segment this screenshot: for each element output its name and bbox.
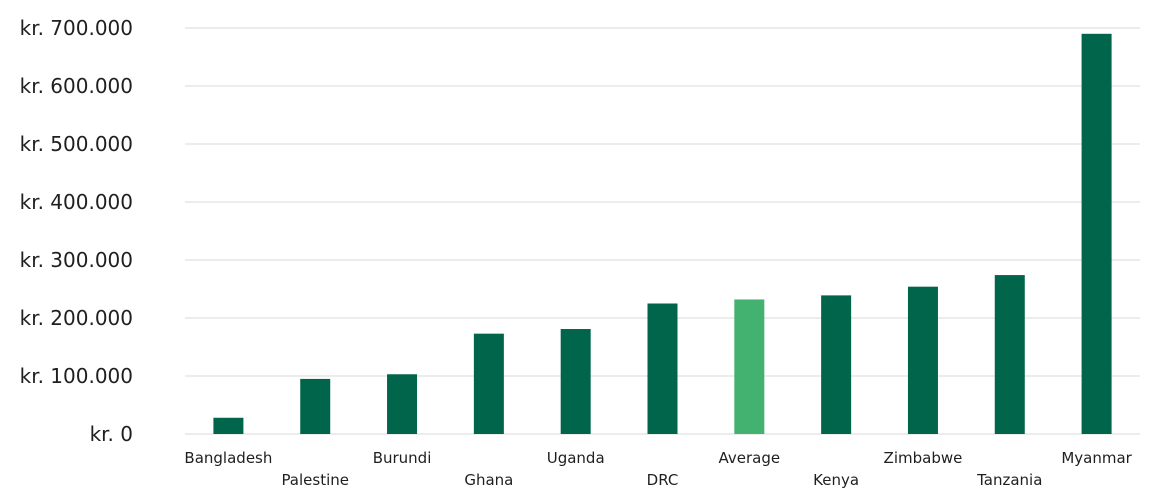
x-tick-label: Tanzania [976,471,1042,489]
bar-zimbabwe [907,286,938,434]
x-tick-label: Average [719,449,781,467]
x-tick-label: Kenya [813,471,859,489]
bar-palestine [300,378,331,434]
y-tick-label: kr. 200.000 [20,306,133,330]
y-tick-label: kr. 400.000 [20,190,133,214]
x-tick-label: Bangladesh [184,449,272,467]
x-tick-label: DRC [647,471,679,489]
y-tick-label: kr. 700.000 [20,16,133,40]
y-tick-label: kr. 300.000 [20,248,133,272]
bar-average [734,299,765,434]
bar-myanmar [1081,33,1112,435]
x-axis: Bangladesh Palestine Burundi Ghana Uganda DRC… [184,449,1132,489]
x-tick-label: Uganda [547,449,605,467]
x-tick-label: Burundi [373,449,432,467]
x-tick-label: Palestine [281,471,349,489]
y-tick-label: kr. 600.000 [20,74,133,98]
x-tick-label: Myanmar [1061,449,1132,467]
bar-uganda [560,329,591,434]
bars [213,33,1112,435]
x-tick-label: Ghana [464,471,513,489]
x-tick-label: Zimbabwe [884,449,963,467]
bar-tanzania [994,275,1025,434]
y-tick-label: kr. 0 [90,422,133,446]
bar-kenya [821,295,852,434]
y-tick-label: kr. 100.000 [20,364,133,388]
y-tick-label: kr. 500.000 [20,132,133,156]
bar-drc [647,303,678,434]
bar-bangladesh [213,417,244,434]
y-axis: kr. 0 kr. 100.000 kr. 200.000 kr. 300.000 kr… [20,16,133,446]
bar-ghana [473,333,504,434]
bar-burundi [387,374,418,434]
